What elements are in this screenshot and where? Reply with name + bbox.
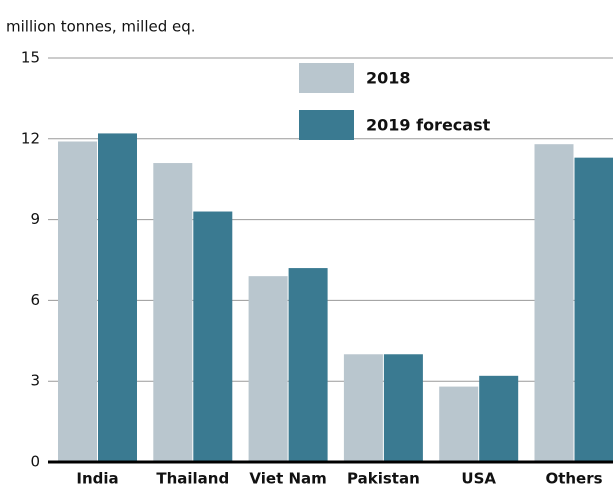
x-tick-label: Pakistan bbox=[347, 470, 420, 488]
bar bbox=[479, 375, 519, 462]
y-tick-label: 3 bbox=[30, 372, 40, 390]
y-tick-label: 15 bbox=[21, 49, 40, 67]
x-tick-label: Others bbox=[545, 470, 602, 488]
bar bbox=[383, 354, 423, 462]
x-tick-label: Thailand bbox=[156, 470, 229, 488]
y-tick-label: 6 bbox=[30, 291, 40, 309]
legend-swatch bbox=[299, 63, 354, 93]
x-tick-label: USA bbox=[461, 470, 496, 488]
x-tick-label: India bbox=[76, 470, 118, 488]
bar bbox=[574, 157, 613, 463]
bar bbox=[248, 276, 288, 462]
bar bbox=[58, 141, 97, 462]
bar bbox=[153, 163, 193, 463]
y-axis-label: million tonnes, milled eq. bbox=[6, 18, 196, 36]
y-tick-label: 12 bbox=[21, 129, 40, 147]
legend-label: 2019 forecast bbox=[366, 116, 491, 135]
legend-swatch bbox=[299, 110, 354, 140]
legend-label: 2018 bbox=[366, 69, 411, 88]
x-tick-label: Viet Nam bbox=[249, 470, 326, 488]
bar bbox=[343, 354, 383, 462]
bar bbox=[193, 211, 233, 462]
y-tick-label: 0 bbox=[30, 453, 40, 471]
bar bbox=[439, 386, 479, 462]
y-tick-label: 9 bbox=[30, 210, 40, 228]
bar bbox=[288, 268, 328, 462]
bar bbox=[98, 133, 137, 462]
bar bbox=[534, 144, 574, 463]
